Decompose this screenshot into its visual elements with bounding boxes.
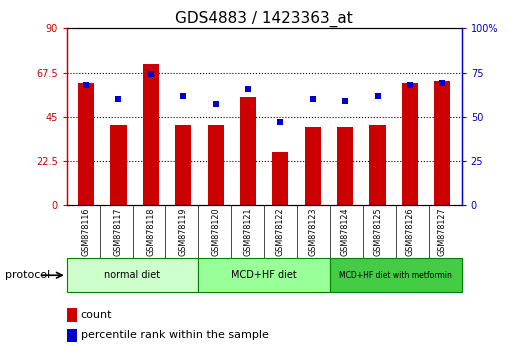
Bar — [67, 329, 76, 342]
Point — [114, 96, 123, 102]
Point — [309, 96, 317, 102]
Text: MCD+HF diet: MCD+HF diet — [231, 270, 297, 280]
Bar — [240, 97, 256, 205]
Text: GSM878118: GSM878118 — [146, 208, 155, 256]
Bar — [305, 127, 321, 205]
Point — [373, 93, 382, 98]
Text: GSM878116: GSM878116 — [82, 208, 91, 256]
Text: MCD+HF diet with metformin: MCD+HF diet with metformin — [340, 271, 452, 280]
Bar — [110, 125, 127, 205]
Title: GDS4883 / 1423363_at: GDS4883 / 1423363_at — [175, 11, 353, 27]
Text: GSM878121: GSM878121 — [244, 207, 252, 256]
Text: protocol: protocol — [5, 270, 50, 280]
Text: GSM878124: GSM878124 — [341, 207, 350, 256]
Bar — [78, 84, 94, 205]
Bar — [175, 125, 191, 205]
Text: normal diet: normal diet — [105, 270, 161, 280]
Text: percentile rank within the sample: percentile rank within the sample — [81, 330, 268, 341]
Bar — [337, 127, 353, 205]
Point — [277, 119, 285, 125]
Text: GSM878119: GSM878119 — [179, 207, 188, 256]
Text: GSM878122: GSM878122 — [276, 207, 285, 256]
Point — [147, 72, 155, 77]
Text: GSM878120: GSM878120 — [211, 207, 220, 256]
Point — [244, 86, 252, 91]
Point — [406, 82, 414, 88]
Point — [211, 102, 220, 107]
Point — [438, 80, 446, 86]
Bar — [67, 308, 76, 321]
Bar — [434, 81, 450, 205]
Text: count: count — [81, 310, 112, 320]
Bar — [272, 152, 288, 205]
Bar — [143, 64, 159, 205]
Bar — [330, 258, 462, 292]
Point — [82, 82, 90, 88]
Text: GSM878127: GSM878127 — [438, 207, 447, 256]
Bar — [208, 125, 224, 205]
Text: GSM878125: GSM878125 — [373, 207, 382, 256]
Bar — [402, 84, 418, 205]
Point — [341, 98, 349, 104]
Point — [179, 93, 187, 98]
Bar — [199, 258, 330, 292]
Text: GSM878117: GSM878117 — [114, 207, 123, 256]
Text: GSM878123: GSM878123 — [308, 207, 317, 256]
Bar — [369, 125, 386, 205]
Bar — [67, 258, 199, 292]
Text: GSM878126: GSM878126 — [405, 207, 415, 256]
